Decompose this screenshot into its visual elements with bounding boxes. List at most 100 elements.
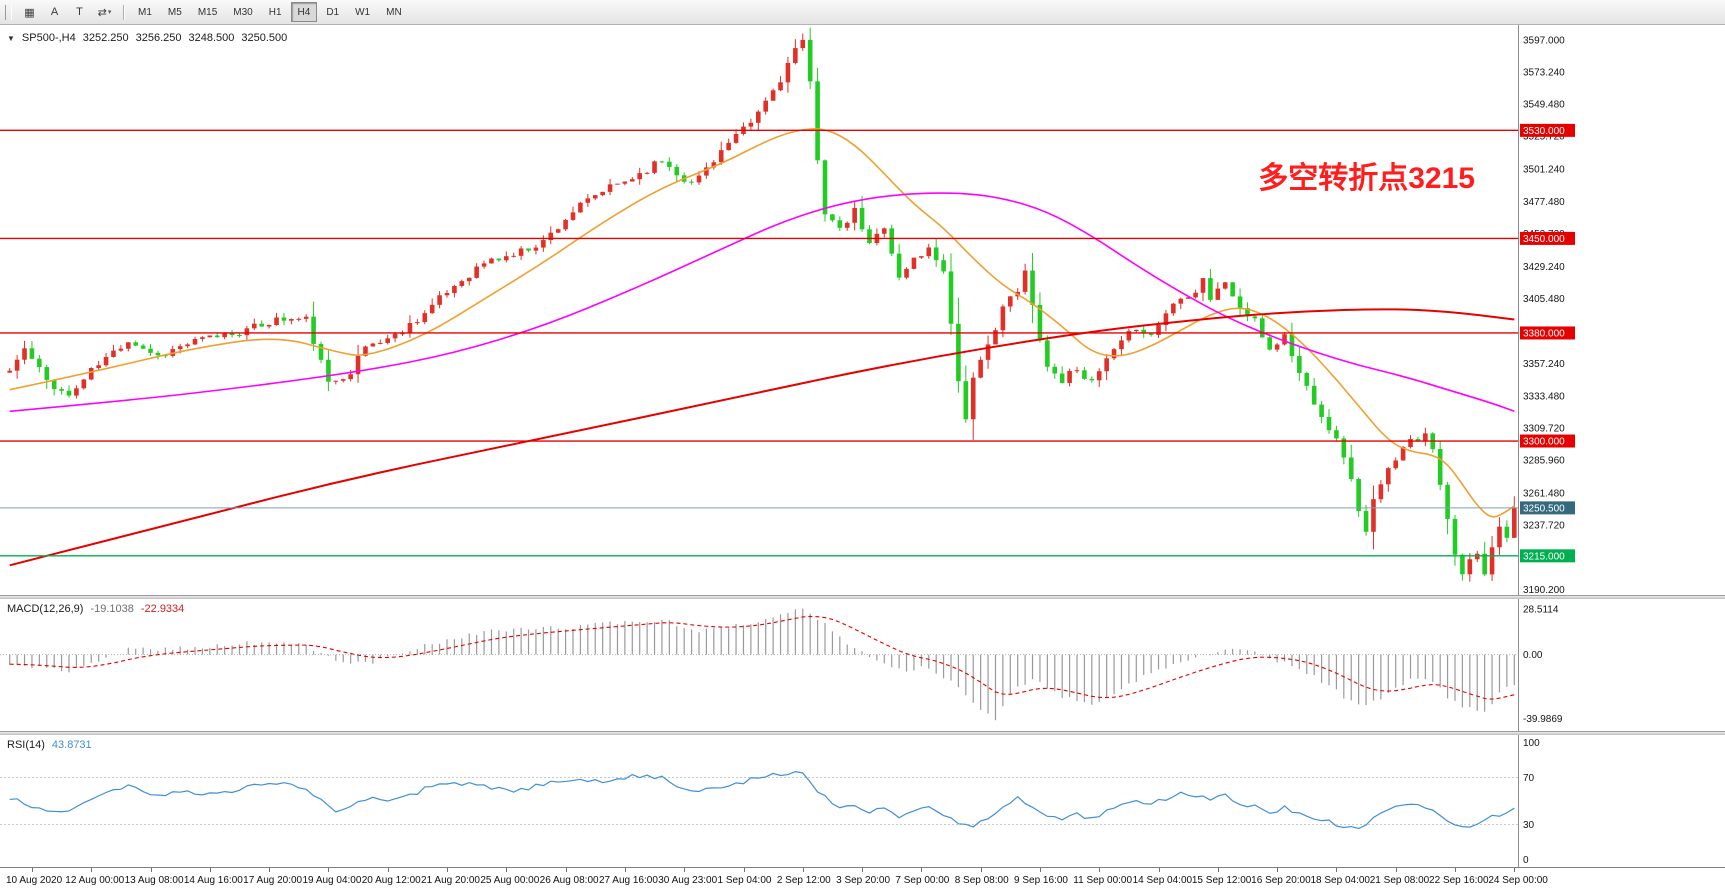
time-axis-tick xyxy=(269,868,271,872)
rsi-axis-label: 70 xyxy=(1523,773,1535,784)
text-label-icon[interactable]: A xyxy=(42,2,67,23)
time-axis-tick xyxy=(1099,868,1101,872)
price-badge: 3250.500 xyxy=(1520,501,1575,515)
time-axis-label: 3 Sep 20:00 xyxy=(836,875,891,886)
time-axis[interactable]: 10 Aug 2020 12 Aug 00:00 13 Aug 08:00 14 Au… xyxy=(0,867,1725,896)
time-axis-tick xyxy=(1336,868,1338,872)
svg-text:3250.500: 3250.500 xyxy=(1523,503,1565,514)
macd-label: MACD(12,26,9) -19.1038 -22.9334 xyxy=(7,603,184,615)
macd-canvas[interactable]: 28.5114 0.00 -39.9869 xyxy=(0,599,1725,731)
template-icon[interactable]: T xyxy=(67,2,92,23)
price-axis-label: 3477.480 xyxy=(1523,197,1565,208)
cycle-symbols-icon[interactable]: ⇄ ▾ xyxy=(92,2,117,23)
macd-axis-label: 0.00 xyxy=(1523,650,1543,661)
time-axis-label: 17 Aug 20:00 xyxy=(243,875,303,886)
timeframe-button-d1[interactable]: D1 xyxy=(326,6,340,18)
time-axis-tick xyxy=(328,868,330,872)
macd-axis-label: -39.9869 xyxy=(1523,714,1563,725)
time-axis-label: 2 Sep 12:00 xyxy=(776,875,831,886)
time-axis-tick xyxy=(1040,868,1041,872)
price-badge: 3215.000 xyxy=(1520,549,1575,563)
text-label-icon: A xyxy=(50,6,59,18)
time-axis-label: 21 Aug 20:00 xyxy=(421,875,480,886)
time-axis-tick xyxy=(32,868,33,872)
close-value: 3250.500 xyxy=(241,32,288,44)
price-axis-label: 3597.000 xyxy=(1523,35,1565,46)
toolbar-grip[interactable] xyxy=(5,4,12,20)
cycle-symbols-icon: ⇄ xyxy=(97,6,107,19)
time-axis-tick xyxy=(506,868,508,872)
timeframe-button-m1[interactable]: M1 xyxy=(138,6,152,18)
template-icon: T xyxy=(76,6,83,18)
time-axis-label: 27 Aug 16:00 xyxy=(598,875,658,886)
time-axis-label: 13 Aug 08:00 xyxy=(124,875,184,886)
time-axis-tick xyxy=(387,868,389,872)
timeframe-button-w1[interactable]: W1 xyxy=(355,6,371,18)
price-axis-label: 3501.240 xyxy=(1523,165,1565,176)
time-axis-tick xyxy=(1455,868,1457,872)
time-axis-tick xyxy=(921,868,923,872)
price-axis-label: 3333.480 xyxy=(1523,391,1565,402)
toolbar-tools: ▦ A T ⇄ ▾ xyxy=(17,2,117,23)
rsi-line xyxy=(9,771,1515,830)
rsi-label: RSI(14) 43.8731 xyxy=(7,739,92,751)
rsi-axis-label: 0 xyxy=(1523,855,1529,866)
main-chart-panel: 3597.000 3573.240 3549.480 3525.720 3501.240… xyxy=(0,25,1725,595)
svg-text:3380.000: 3380.000 xyxy=(1523,328,1565,339)
time-axis-label: 16 Sep 20:00 xyxy=(1251,875,1311,886)
time-axis-tick xyxy=(624,868,626,872)
time-axis-tick xyxy=(1514,868,1516,872)
price-badge: 3530.000 xyxy=(1520,123,1575,137)
time-axis-tick xyxy=(802,868,804,872)
time-axis-label: 11 Sep 00:00 xyxy=(1073,875,1133,886)
candles-layer xyxy=(7,27,1517,582)
rsi-value: 43.8731 xyxy=(51,739,92,751)
dropdown-caret-icon: ▾ xyxy=(107,9,112,16)
price-axis-label: 3573.240 xyxy=(1523,67,1565,78)
time-axis-label: 14 Sep 04:00 xyxy=(1132,875,1193,886)
timeframe-button-m30[interactable]: M30 xyxy=(233,6,253,18)
rsi-canvas[interactable]: 100 70 30 0 xyxy=(0,735,1725,867)
rsi-name: RSI(14) xyxy=(7,739,45,751)
new-chart-icon[interactable]: ▦ xyxy=(17,2,42,23)
time-axis-tick xyxy=(209,868,211,872)
price-axis-label: 3237.720 xyxy=(1523,521,1565,532)
price-badge: 3300.000 xyxy=(1520,434,1575,448)
rsi-panel: 100 70 30 0 RSI(14) 43.8731 xyxy=(0,735,1725,867)
time-axis-label: 12 Aug 00:00 xyxy=(65,875,125,886)
time-axis-tick xyxy=(1277,868,1279,872)
open-value: 3252.250 xyxy=(82,32,129,44)
price-axis-label: 3190.200 xyxy=(1523,585,1565,595)
rsi-axis-label: 100 xyxy=(1523,738,1540,749)
time-axis-label: 19 Aug 04:00 xyxy=(302,875,362,886)
macd-panel: 28.5114 0.00 -39.9869 MACD(12,26,9) -19.10… xyxy=(0,599,1725,731)
time-axis-label: 15 Sep 12:00 xyxy=(1191,875,1252,886)
new-chart-icon: ▦ xyxy=(24,6,35,19)
time-axis-label: 9 Sep 16:00 xyxy=(1014,875,1068,886)
time-axis-label: 8 Sep 08:00 xyxy=(954,875,1009,886)
svg-text:3530.000: 3530.000 xyxy=(1523,126,1565,137)
time-axis-tick xyxy=(743,868,745,872)
ma-fast-line xyxy=(9,128,1515,518)
time-axis-tick xyxy=(980,868,982,872)
ma-slow-line xyxy=(9,308,1515,567)
svg-text:3450.000: 3450.000 xyxy=(1523,234,1565,245)
chart-title: ▼ SP500-,H4 3252.250 3256.250 3248.500 3… xyxy=(7,32,287,44)
chart-collapse-icon[interactable]: ▼ xyxy=(7,33,15,43)
main-chart-canvas[interactable]: 3597.000 3573.240 3549.480 3525.720 3501.240… xyxy=(0,25,1725,595)
timeframe-button-m5[interactable]: M5 xyxy=(167,6,182,18)
time-axis-label: 30 Aug 23:00 xyxy=(658,875,718,886)
timeframe-button-mn[interactable]: MN xyxy=(386,6,402,18)
timeframe-button-h1[interactable]: H1 xyxy=(268,6,282,18)
symbol-timeframe-label: SP500-,H4 xyxy=(21,32,76,44)
timeframe-button-m15[interactable]: M15 xyxy=(197,6,218,18)
panel-splitter-rsi[interactable] xyxy=(0,731,1725,735)
time-axis-label: 1 Sep 04:00 xyxy=(717,875,772,886)
time-axis-label: 26 Aug 08:00 xyxy=(539,875,599,886)
time-axis-label: 10 Aug 2020 xyxy=(6,875,63,886)
macd-axis-label: 28.5114 xyxy=(1523,604,1559,615)
time-axis-tick xyxy=(447,868,449,872)
panel-splitter-macd[interactable] xyxy=(0,595,1725,599)
timeframe-button-h4[interactable]: H4 xyxy=(290,2,318,22)
chart-annotation-text[interactable]: 多空转折点3215 xyxy=(1258,162,1475,195)
